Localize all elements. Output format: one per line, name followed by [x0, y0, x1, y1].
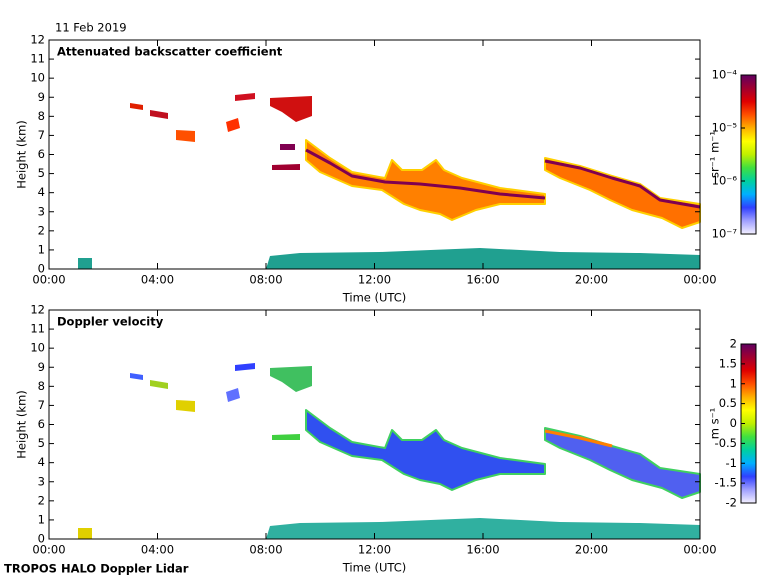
cloud-echo — [150, 380, 168, 389]
x-tick-label: 00:00 — [32, 543, 65, 557]
panel-title: Attenuated backscatter coefficient — [57, 45, 283, 59]
y-tick-label: 1 — [38, 512, 45, 526]
colorbar-tick-label: -2 — [726, 496, 737, 510]
y-tick-label: 10 — [30, 341, 45, 355]
y-tick-label: 3 — [38, 474, 45, 488]
cloud-top-edge — [544, 159, 701, 209]
cloud-echo — [176, 130, 195, 142]
colorbar-label: sr⁻¹ m⁻¹ — [708, 131, 722, 178]
y-tick-label: 12 — [30, 303, 45, 317]
cloud-echo — [270, 366, 312, 392]
y-tick-label: 12 — [30, 33, 45, 47]
x-tick-label: 12:00 — [358, 273, 391, 287]
y-tick-label: 8 — [38, 109, 45, 123]
x-tick-label: 08:00 — [249, 273, 282, 287]
cloud-echo — [150, 110, 168, 119]
y-tick-label: 10 — [30, 71, 45, 85]
colorbar-tick-label: 10⁻⁶ — [712, 174, 738, 188]
colorbar-label: m s⁻¹ — [708, 408, 722, 440]
x-tick-label: 20:00 — [575, 273, 608, 287]
y-tick-label: 6 — [38, 417, 45, 431]
y-axis-label: Height (km) — [15, 390, 29, 459]
y-tick-label: 11 — [30, 322, 45, 336]
cloud-echo — [235, 363, 255, 371]
cloud-echo — [226, 118, 240, 132]
x-tick-label: 04:00 — [141, 543, 174, 557]
y-tick-label: 6 — [38, 147, 45, 161]
x-axis-label: Time (UTC) — [342, 291, 407, 305]
cloud-echo — [272, 164, 300, 170]
x-tick-label: 20:00 — [575, 543, 608, 557]
colorbar-tick-label: 10⁻⁴ — [712, 68, 738, 82]
plot-frame — [48, 309, 701, 540]
footer-label: TROPOS HALO Doppler Lidar — [4, 562, 189, 576]
y-axis-label: Height (km) — [15, 120, 29, 189]
cloud-echo — [280, 144, 295, 150]
plot-frame — [48, 39, 701, 270]
y-tick-label: 8 — [38, 379, 45, 393]
colorbar-tick-label: 1 — [730, 376, 737, 390]
y-tick-label: 3 — [38, 204, 45, 218]
x-tick-label: 12:00 — [358, 543, 391, 557]
cloud-echo — [176, 400, 195, 412]
cloud-echo — [544, 427, 701, 499]
date-label: 11 Feb 2019 — [55, 21, 127, 35]
boundary-layer — [78, 258, 92, 269]
y-tick-label: 4 — [38, 185, 45, 199]
velocity-echoes — [78, 363, 701, 539]
y-tick-label: 1 — [38, 242, 45, 256]
colorbar-tick-label: -0.5 — [715, 436, 737, 450]
x-tick-label: 16:00 — [466, 543, 499, 557]
y-tick-label: 9 — [38, 360, 45, 374]
y-tick-label: 0 — [38, 532, 45, 546]
cloud-echo — [235, 93, 255, 101]
x-axis-label: Time (UTC) — [342, 561, 407, 575]
x-tick-label: 00:00 — [32, 273, 65, 287]
x-tick-label: 04:00 — [141, 273, 174, 287]
cloud-echo — [272, 434, 300, 440]
cloud-echo — [226, 388, 240, 402]
colorbar-tick-label: 0 — [730, 416, 737, 430]
x-tick-label: 00:00 — [683, 543, 716, 557]
cloud-echo — [544, 157, 701, 229]
x-tick-label: 00:00 — [683, 273, 716, 287]
y-tick-label: 5 — [38, 166, 45, 180]
cloud-echo — [305, 409, 546, 491]
colorbar-tick-label: 10⁻⁷ — [712, 227, 738, 241]
y-tick-label: 11 — [30, 52, 45, 66]
cloud-top-edge — [544, 429, 613, 448]
x-tick-label: 16:00 — [466, 273, 499, 287]
boundary-layer — [78, 528, 92, 539]
y-tick-label: 2 — [38, 493, 45, 507]
y-tick-label: 7 — [38, 398, 45, 412]
y-tick-label: 5 — [38, 436, 45, 450]
y-tick-label: 7 — [38, 128, 45, 142]
x-tick-label: 08:00 — [249, 543, 282, 557]
colorbar-tick-label: 2 — [730, 337, 737, 351]
cloud-echo — [130, 373, 143, 380]
panel-title: Doppler velocity — [57, 315, 164, 329]
backscatter-echoes — [78, 93, 701, 269]
y-tick-label: 0 — [38, 262, 45, 276]
colorbar-tick-label: 0.5 — [719, 396, 737, 410]
cloud-top-edge — [305, 148, 546, 200]
cloud-echo — [305, 139, 546, 221]
colorbar-tick-label: -1.5 — [715, 476, 737, 490]
cloud-echo — [270, 96, 312, 122]
y-tick-label: 4 — [38, 455, 45, 469]
colorbar-tick-label: 10⁻⁵ — [712, 121, 738, 135]
colorbar-tick-label: -1 — [726, 456, 737, 470]
cloud-echo — [130, 103, 143, 110]
colorbar-tick-label: 1.5 — [719, 356, 737, 370]
y-tick-label: 9 — [38, 90, 45, 104]
y-tick-label: 2 — [38, 223, 45, 237]
colorbar — [740, 74, 757, 235]
